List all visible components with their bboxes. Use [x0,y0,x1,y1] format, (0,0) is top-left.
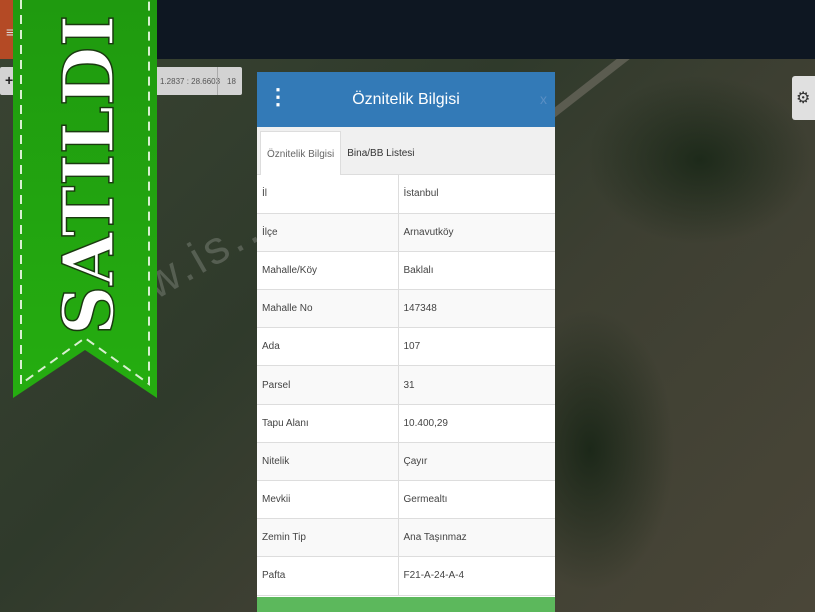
settings-button[interactable]: ⚙ [792,76,815,120]
row-label: Mevkii [257,480,399,520]
row-label: Nitelik [257,442,399,482]
row-label: İl [257,175,399,214]
tab-bina-bb-listesi[interactable]: Bina/BB Listesi [347,148,415,159]
row-label: Zemin Tip [257,518,399,558]
tab-oznitelik-bilgisi[interactable]: Öznitelik Bilgisi [260,131,342,175]
panel-title: Öznitelik Bilgisi [352,91,460,108]
row-label: Pafta [257,556,399,596]
panel-tabs: Öznitelik Bilgisi Bina/BB Listesi [257,127,555,175]
table-row: Pafta F21-A-24-A-4 [257,556,555,596]
row-value: 31 [398,365,555,405]
row-value: Germealtı [398,480,555,520]
attribute-table: İl İstanbul İlçe Arnavutköy Mahalle/Köy Bakla… [257,175,555,596]
row-value: Çayır [398,442,555,482]
row-label: İlçe [257,213,399,252]
table-row: İl İstanbul [257,175,555,214]
table-row: Tapu Alanı 10.400,29 [257,404,555,443]
table-row: Zemin Tip Ana Taşınmaz [257,518,555,558]
table-row: Ada 107 [257,327,555,367]
row-label: Tapu Alanı [257,404,399,443]
sold-ribbon: SATILDI [13,0,157,398]
row-value: Baklalı [398,251,555,291]
table-row: Mahalle/Köy Baklalı [257,251,555,291]
table-row: Mevkii Germealtı [257,480,555,520]
row-value: İstanbul [398,175,555,214]
ribbon-shape [13,0,157,398]
table-row: Parsel 31 [257,365,555,405]
row-value: 10.400,29 [398,404,555,443]
coordinate-readout: 1.2837 : 28.6603 [160,77,221,86]
row-label: Ada [257,327,399,367]
zoom-in-icon[interactable]: + [5,72,14,88]
table-row: Mahalle No 147348 [257,289,555,329]
hamburger-icon: ≡ [6,24,15,40]
row-label: Parsel [257,365,399,405]
zoom-level: 18 [217,67,242,95]
row-value: F21-A-24-A-4 [398,556,555,596]
row-label: Mahalle No [257,289,399,329]
panel-footer-bar [257,597,555,612]
close-icon[interactable]: x [540,91,547,107]
kebab-menu-icon[interactable]: ⋮ [267,84,289,109]
attribute-panel: ⋮ Öznitelik Bilgisi x Öznitelik Bilgisi … [257,72,555,612]
gear-icon: ⚙ [796,90,811,107]
row-label: Mahalle/Köy [257,251,399,291]
row-value: Arnavutköy [398,213,555,252]
row-value: Ana Taşınmaz [398,518,555,558]
ribbon-stitching [20,0,150,386]
panel-header: ⋮ Öznitelik Bilgisi x [257,72,555,127]
row-value: 107 [398,327,555,367]
table-row: Nitelik Çayır [257,442,555,482]
row-value: 147348 [398,289,555,329]
table-row: İlçe Arnavutköy [257,213,555,252]
ribbon-text: SATILDI [47,15,130,335]
